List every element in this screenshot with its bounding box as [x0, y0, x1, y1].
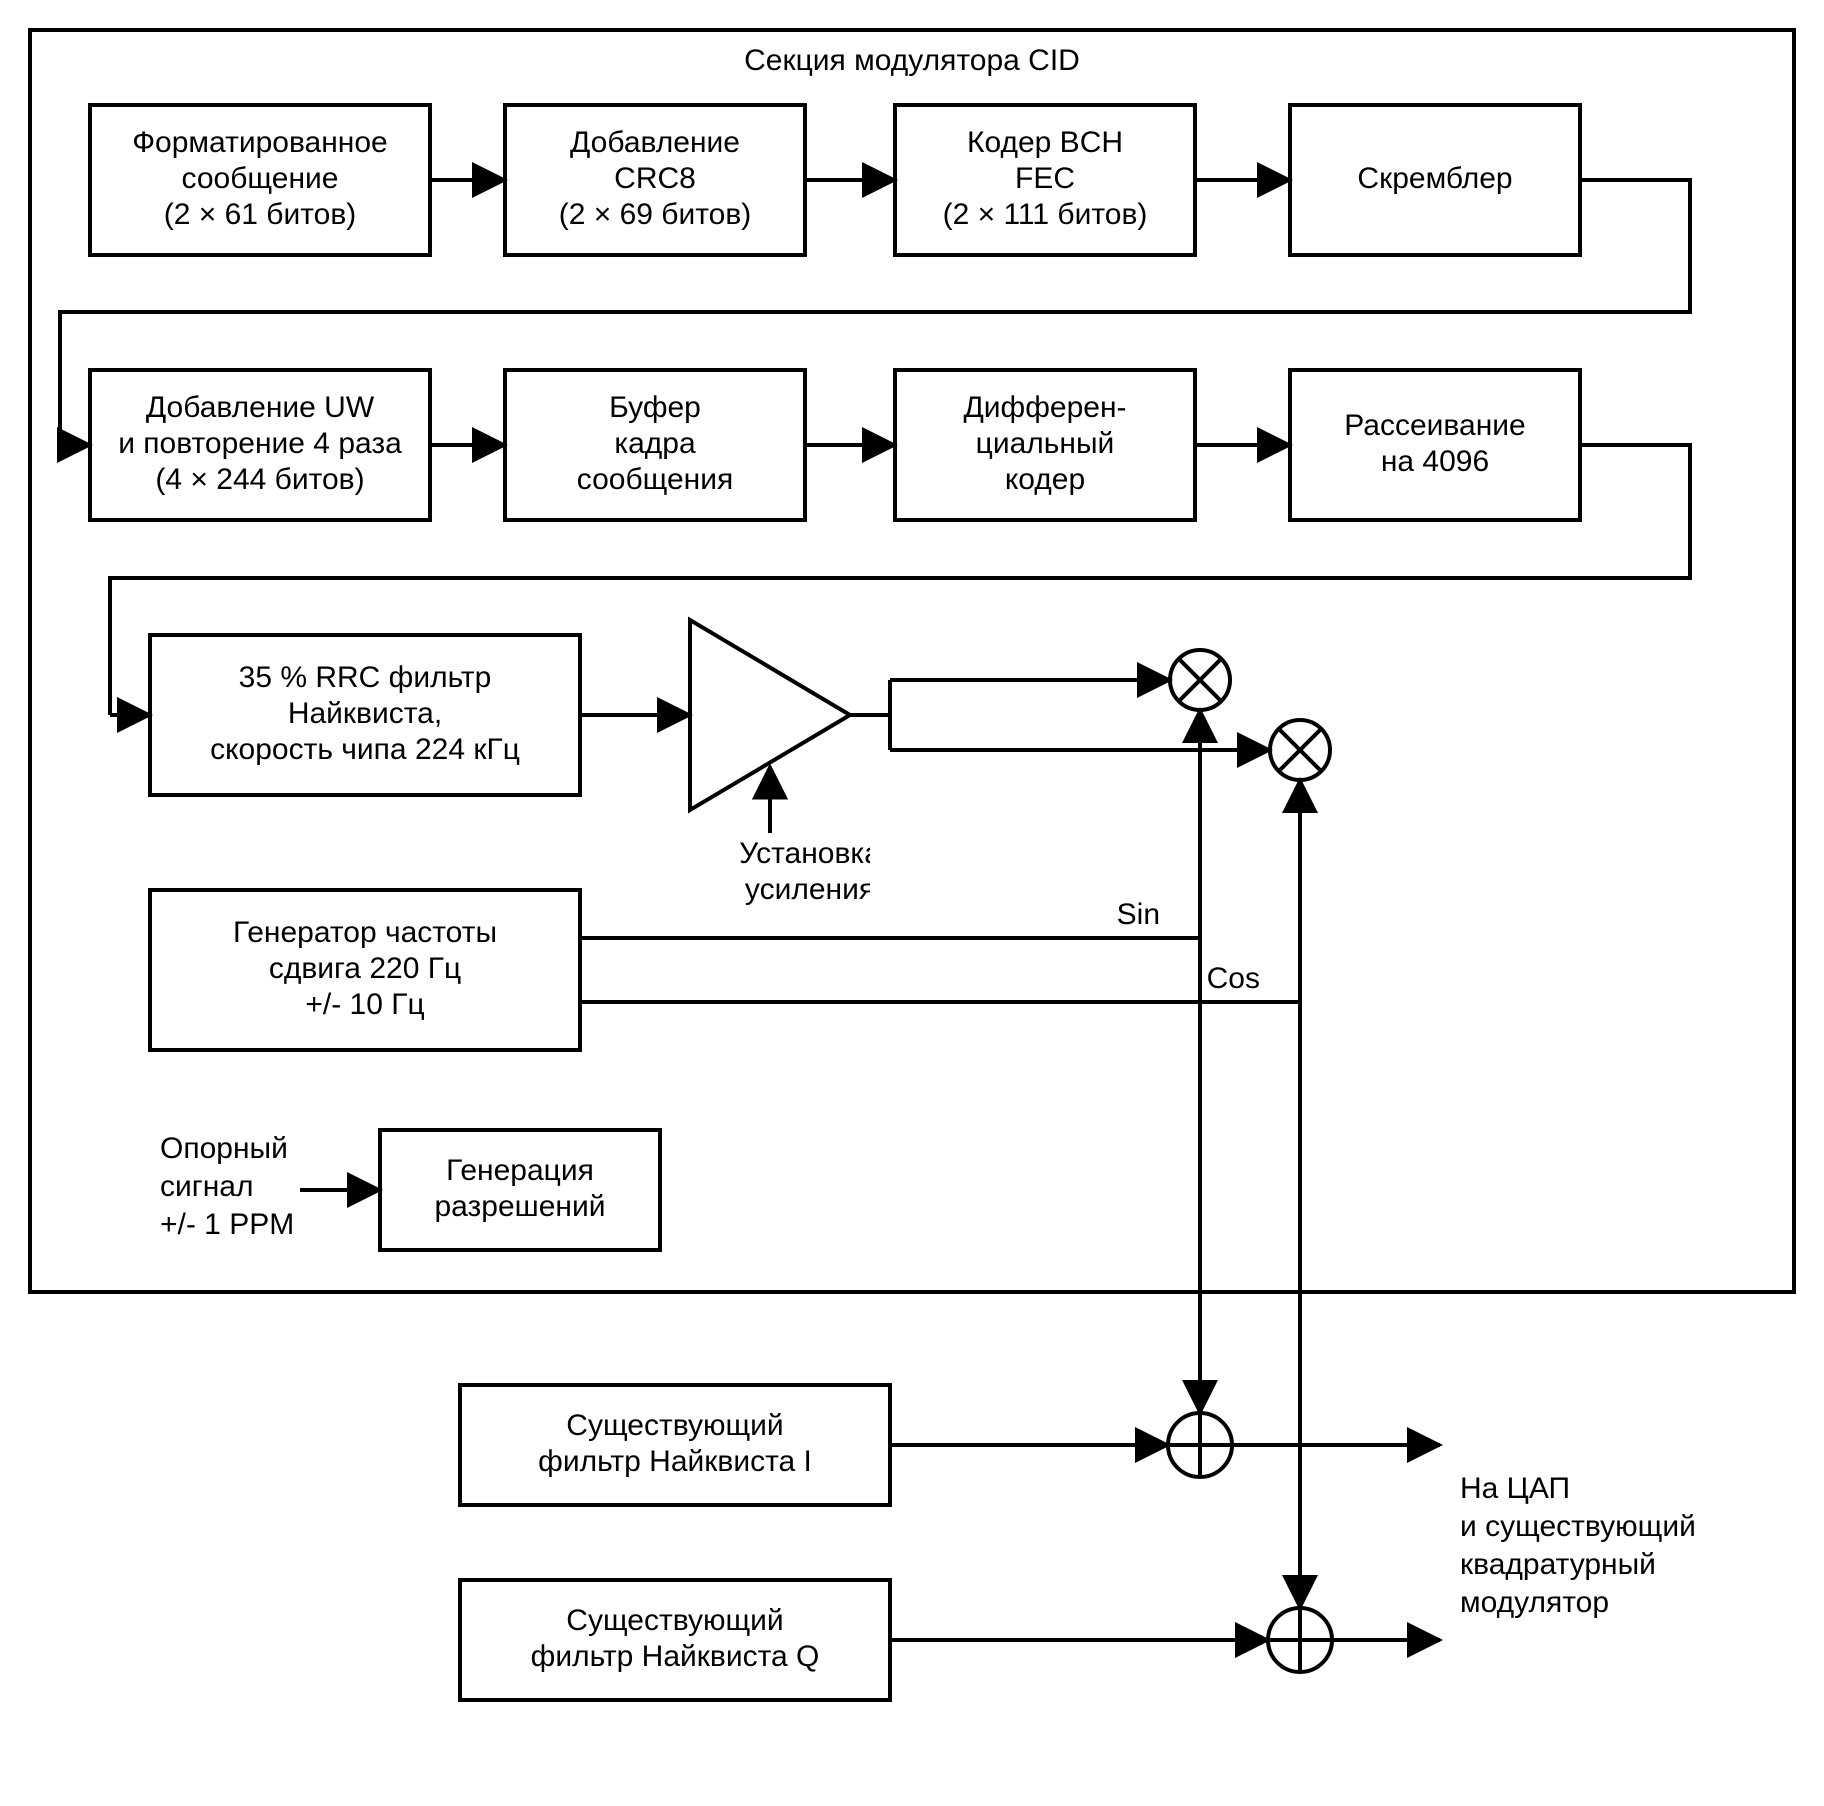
node-n1-line0: Форматированное — [132, 126, 387, 159]
node-n3-line0: Кодер BCH — [967, 126, 1123, 159]
node-n9-line2: скорость чипа 224 кГц — [210, 733, 520, 766]
node-n8-line0: Рассеивание — [1344, 409, 1525, 442]
node-n4-line0: Скремблер — [1357, 162, 1512, 195]
node-n8-line1: на 4096 — [1381, 445, 1489, 478]
node-n5-line0: Добавление UW — [146, 391, 375, 424]
node-n13-line0: Существующий — [566, 1604, 783, 1637]
label-out4: модулятор — [1460, 1586, 1609, 1619]
node-n2-line2: (2 × 69 битов) — [559, 198, 752, 231]
label-gain-2: усиления — [745, 873, 875, 906]
node-n5-line2: (4 × 244 битов) — [155, 463, 364, 496]
node-n11-line1: разрешений — [435, 1190, 606, 1223]
node-n7-line0: Дифферен- — [963, 391, 1126, 424]
label-out1: На ЦАП — [1460, 1472, 1570, 1505]
node-n1-line2: (2 × 61 битов) — [164, 198, 357, 231]
label-cos-b: Cos — [1207, 962, 1260, 995]
node-n3-line2: (2 × 111 битов) — [943, 198, 1148, 231]
label-ref3: +/- 1 PPM — [160, 1208, 294, 1241]
node-n6-line2: сообщения — [577, 463, 734, 496]
section-title: Секция модулятора CID — [744, 44, 1080, 77]
label-out2: и существующий — [1460, 1510, 1696, 1543]
node-n9-line0: 35 % RRC фильтр — [239, 661, 492, 694]
node-n10-line1: сдвига 220 Гц — [269, 952, 461, 985]
label-out3: квадратурный — [1460, 1548, 1656, 1581]
label-ref2: сигнал — [160, 1170, 253, 1203]
node-n9-line1: Найквиста, — [288, 697, 442, 730]
node-n5-line1: и повторение 4 раза — [118, 427, 402, 460]
node-n7-line2: кодер — [1005, 463, 1085, 496]
node-n7-line1: циальный — [976, 427, 1115, 460]
node-n11-line0: Генерация — [446, 1154, 594, 1187]
node-n10-line0: Генератор частоты — [233, 916, 497, 949]
node-n6-line0: Буфер — [609, 391, 701, 424]
node-n2-line1: CRC8 — [614, 162, 696, 195]
node-n1-line1: сообщение — [182, 162, 339, 195]
node-n13-line1: фильтр Найквиста Q — [531, 1640, 820, 1673]
diagram-canvas: Секция модулятора CIDФорматированноесооб… — [0, 0, 1824, 1806]
node-n12-line1: фильтр Найквиста I — [538, 1445, 812, 1478]
node-n2-line0: Добавление — [570, 126, 740, 159]
node-n12-line0: Существующий — [566, 1409, 783, 1442]
label-sin-b: Sin — [1117, 898, 1160, 931]
label-gain: Установка — [739, 837, 881, 870]
node-n6-line1: кадра — [614, 427, 696, 460]
node-n3-line1: FEC — [1015, 162, 1075, 195]
node-n10-line2: +/- 10 Гц — [305, 988, 424, 1021]
label-ref1: Опорный — [160, 1132, 288, 1165]
